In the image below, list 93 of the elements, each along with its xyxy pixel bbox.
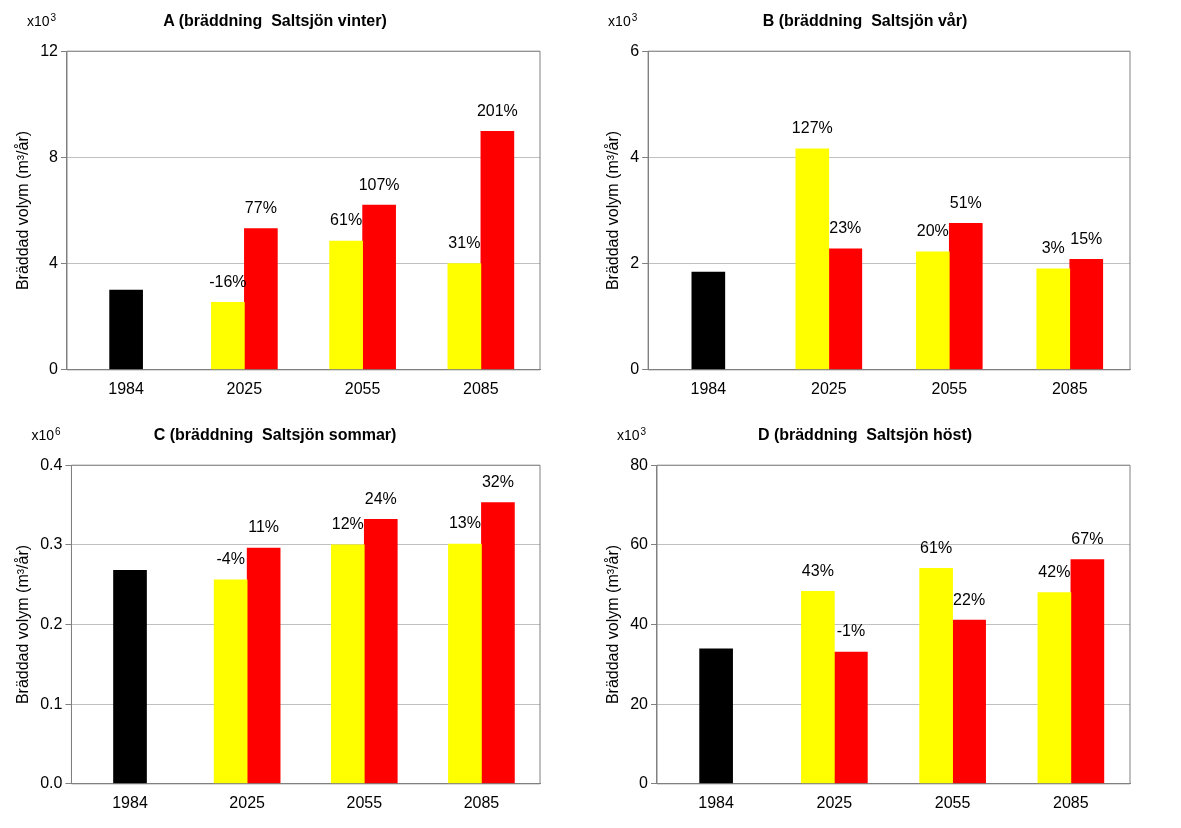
x-tick-label: 1984 bbox=[690, 379, 727, 397]
y-tick-label: 12 bbox=[40, 41, 59, 59]
bar bbox=[362, 204, 396, 370]
x-tick-label: 2085 bbox=[463, 793, 500, 811]
y-tick-label: 8 bbox=[49, 147, 59, 165]
annotation: 61% bbox=[920, 538, 953, 556]
y-tick-label: 2 bbox=[630, 254, 640, 272]
bar bbox=[330, 544, 365, 784]
bar bbox=[1069, 259, 1104, 370]
y-tick-label: 0.3 bbox=[40, 535, 63, 553]
annotation: 3% bbox=[1041, 239, 1065, 257]
annotation: 13% bbox=[448, 514, 481, 532]
y-tick-label: 4 bbox=[49, 254, 59, 272]
y-tick-label: 20 bbox=[630, 694, 649, 712]
bar bbox=[480, 131, 515, 370]
bar bbox=[481, 502, 515, 784]
annotation: -4% bbox=[216, 550, 245, 568]
y-tick-label: 0.4 bbox=[40, 455, 63, 473]
y-tick-label: 0 bbox=[49, 360, 59, 378]
y-tick-label: 0.2 bbox=[40, 614, 63, 632]
x-tick-label: 2055 bbox=[934, 793, 971, 811]
bar bbox=[244, 228, 278, 370]
x-tick-label: 2085 bbox=[463, 379, 499, 397]
annotation: 31% bbox=[448, 234, 481, 252]
bar bbox=[828, 248, 863, 370]
y-tick-label: 4 bbox=[630, 147, 640, 165]
bar bbox=[363, 519, 398, 784]
annotation: 32% bbox=[481, 473, 514, 491]
bar bbox=[448, 543, 482, 784]
annotation: 61% bbox=[330, 211, 363, 229]
x-tick-label: 2055 bbox=[931, 379, 968, 397]
annotation: -1% bbox=[836, 622, 866, 640]
chart-title: B (bräddning Saltsjön vår) bbox=[762, 12, 968, 30]
annotation: 20% bbox=[916, 222, 949, 240]
annotation: 12% bbox=[331, 515, 364, 533]
bar bbox=[1036, 268, 1071, 370]
bar bbox=[919, 568, 953, 784]
bar bbox=[834, 651, 868, 784]
bar bbox=[795, 148, 830, 370]
x-tick-label: 1984 bbox=[698, 793, 735, 811]
bar bbox=[113, 570, 147, 784]
chart-title: A (bräddning Saltsjön vinter) bbox=[163, 12, 387, 30]
bar bbox=[329, 240, 363, 370]
annotation: 107% bbox=[358, 175, 400, 193]
y-tick-label: 60 bbox=[630, 535, 649, 553]
x-tick-label: 2055 bbox=[344, 379, 381, 397]
annotation: 201% bbox=[476, 101, 518, 119]
bar bbox=[1037, 592, 1072, 784]
y-tick-label: 40 bbox=[630, 614, 649, 632]
annotation: 127% bbox=[791, 119, 833, 137]
bar bbox=[801, 591, 835, 784]
chart-title: C (bräddning Saltsjön sommar) bbox=[153, 426, 397, 444]
x-tick-label: 2025 bbox=[229, 793, 266, 811]
y-axis-title: Bräddad volym (m³/år) bbox=[604, 544, 622, 705]
chart-title: D (bräddning Saltsjön höst) bbox=[757, 426, 973, 444]
bar bbox=[213, 579, 248, 784]
y-tick-label: 0 bbox=[639, 774, 649, 792]
x-tick-label: 2025 bbox=[816, 793, 853, 811]
bar bbox=[447, 263, 482, 370]
annotation: 51% bbox=[949, 193, 982, 211]
annotation: 43% bbox=[801, 561, 834, 579]
y-tick-label: 0.1 bbox=[40, 694, 63, 712]
annotation: 42% bbox=[1038, 563, 1071, 581]
bar bbox=[915, 251, 950, 370]
y-tick-label: 0 bbox=[630, 360, 640, 378]
y-tick-label: 80 bbox=[630, 455, 649, 473]
y-axis-title: Bräddad volym (m³/år) bbox=[604, 130, 622, 291]
bar bbox=[948, 222, 983, 370]
x-tick-label: 2085 bbox=[1051, 379, 1088, 397]
x-tick-label: 2055 bbox=[346, 793, 383, 811]
x-tick-label: 1984 bbox=[112, 793, 148, 811]
annotation: 67% bbox=[1071, 529, 1104, 547]
x-tick-label: 2025 bbox=[811, 379, 847, 397]
y-axis-title: Bräddad volym (m³/år) bbox=[14, 130, 32, 291]
bar bbox=[1070, 559, 1105, 784]
annotation: 22% bbox=[953, 590, 986, 608]
annotation: 15% bbox=[1070, 229, 1103, 247]
x-tick-label: 2025 bbox=[226, 379, 263, 397]
y-tick-label: 6 bbox=[630, 41, 640, 59]
y-axis-title: Bräddad volym (m³/år) bbox=[14, 544, 32, 705]
annotation: 23% bbox=[829, 219, 862, 237]
bar bbox=[109, 289, 143, 370]
annotation: 11% bbox=[248, 518, 280, 536]
x-tick-label: 1984 bbox=[108, 379, 145, 397]
bar bbox=[691, 271, 726, 370]
bar bbox=[246, 547, 281, 784]
y-tick-label: 0.0 bbox=[40, 774, 63, 792]
bar bbox=[211, 302, 245, 370]
annotation: 77% bbox=[244, 198, 277, 216]
x-tick-label: 2085 bbox=[1053, 793, 1089, 811]
annotation: 24% bbox=[364, 489, 397, 507]
bar bbox=[952, 619, 986, 784]
bar bbox=[699, 648, 733, 784]
